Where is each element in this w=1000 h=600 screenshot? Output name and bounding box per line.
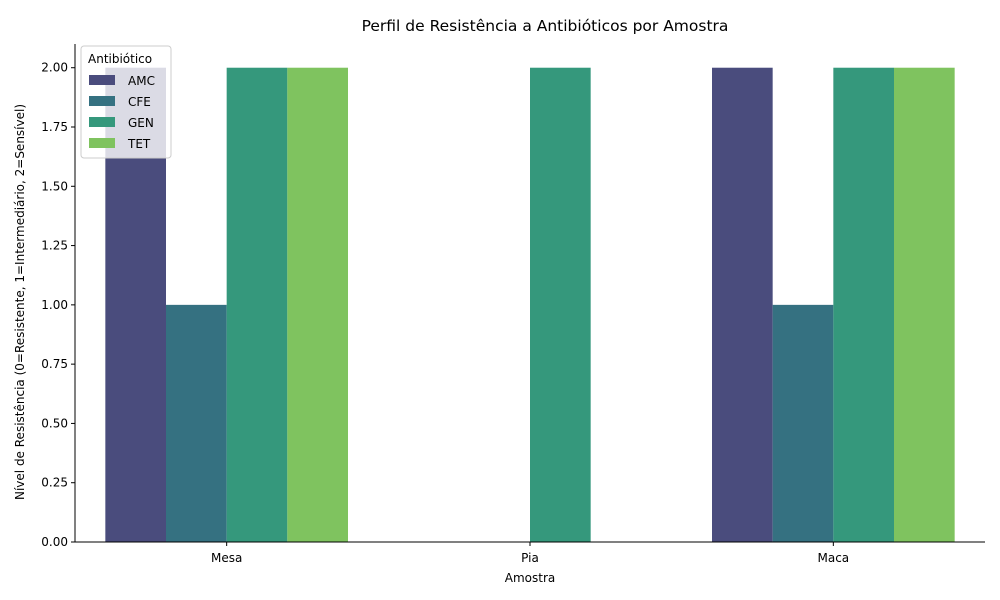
x-tick-label: Mesa <box>211 551 242 565</box>
bar-cfe-maca <box>772 304 834 542</box>
y-tick-label: 1.25 <box>41 239 68 253</box>
legend-swatch-gen <box>89 117 115 127</box>
legend-label-tet: TET <box>127 137 151 151</box>
x-tick-label: Pia <box>521 551 539 565</box>
bar-tet-maca <box>894 67 955 542</box>
legend: Antibiótico AMC CFE GEN TET <box>80 45 172 159</box>
bar-tet-mesa <box>287 67 348 542</box>
y-tick-label: 1.00 <box>41 298 68 312</box>
legend-swatch-amc <box>89 75 115 85</box>
bar-amc-maca <box>712 67 773 542</box>
bars-layer <box>105 67 955 542</box>
legend-label-cfe: CFE <box>128 95 151 109</box>
y-tick-label: 0.50 <box>41 416 68 430</box>
legend-swatch-tet <box>89 138 115 148</box>
bar-gen-mesa <box>226 67 288 542</box>
x-axis-label: Amostra <box>505 571 555 585</box>
legend-title: Antibiótico <box>88 52 152 66</box>
y-tick-label: 1.75 <box>41 120 68 134</box>
bar-gen-pia <box>530 67 591 542</box>
y-tick-label: 1.50 <box>41 179 68 193</box>
y-tick-label: 0.25 <box>41 476 68 490</box>
y-tick-label: 2.00 <box>41 61 68 75</box>
y-tick-label: 0.00 <box>41 535 68 549</box>
chart-title: Perfil de Resistência a Antibióticos por… <box>362 17 729 35</box>
y-tick-label: 0.75 <box>41 357 68 371</box>
y-axis-label: Nível de Resistência (0=Resistente, 1=In… <box>13 104 27 500</box>
bar-cfe-mesa <box>166 304 227 542</box>
legend-label-gen: GEN <box>128 116 154 130</box>
legend-box <box>80 45 172 159</box>
legend-label-amc: AMC <box>128 74 155 88</box>
x-tick-label: Maca <box>817 551 849 565</box>
bar-gen-maca <box>833 67 894 542</box>
axes-layer: 0.00 0.25 0.50 0.75 1.00 1.25 1.50 1.75 2.00 Mesa… <box>41 44 985 565</box>
legend-swatch-cfe <box>89 96 115 106</box>
